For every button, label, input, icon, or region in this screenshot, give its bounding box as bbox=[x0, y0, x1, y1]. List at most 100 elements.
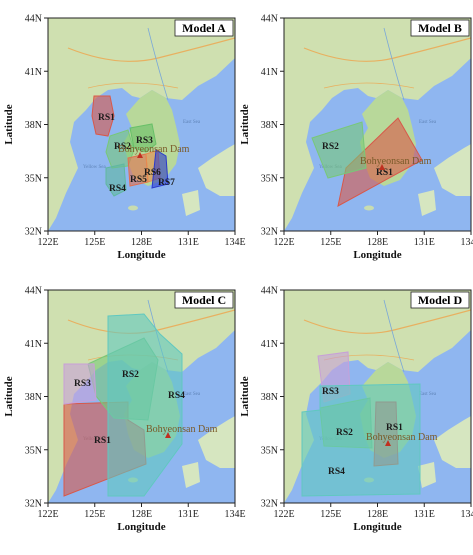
x-tick-label: 128E bbox=[367, 237, 388, 248]
zone-label-rs6: RS6 bbox=[144, 168, 161, 178]
y-tick-label: 35N bbox=[261, 445, 278, 456]
x-tick-label: 122E bbox=[37, 509, 58, 520]
map-panel-d: RS1 RS2 RS3 RS4 Bohyeonsan Dam Model D 122E 125… bbox=[239, 286, 473, 534]
y-tick-label: 32N bbox=[261, 227, 278, 238]
x-tick-label: 131E bbox=[414, 509, 435, 520]
zone-label-rs2: RS2 bbox=[122, 370, 139, 380]
y-tick-label: 44N bbox=[25, 286, 42, 297]
title-box bbox=[174, 19, 234, 37]
x-tick-label: 131E bbox=[178, 509, 199, 520]
panel-title: Model D bbox=[418, 293, 463, 307]
x-axis-label: Longitude bbox=[353, 249, 401, 261]
zone-rs1 bbox=[91, 95, 115, 137]
y-tick-label: 44N bbox=[261, 286, 278, 297]
x-tick-label: 128E bbox=[131, 509, 152, 520]
y-tick-label: 38N bbox=[261, 392, 278, 403]
y-tick-label: 44N bbox=[261, 14, 278, 25]
map-area: RS1 RS2 RS3 RS4 Bohyeonsan Dam bbox=[284, 290, 471, 503]
zone-label-rs1: RS1 bbox=[386, 423, 403, 433]
zone-rs4 bbox=[107, 313, 183, 497]
zone-label-rs1: RS1 bbox=[376, 168, 393, 178]
x-axis-label: Longitude bbox=[117, 521, 165, 533]
zone-rs1 bbox=[337, 117, 423, 207]
zone-rs2 bbox=[311, 121, 367, 179]
x-axis-label: Longitude bbox=[117, 249, 165, 261]
y-tick-label: 41N bbox=[261, 67, 278, 78]
y-tick-label: 41N bbox=[261, 339, 278, 350]
x-axis-label: Longitude bbox=[353, 521, 401, 533]
map-panel-b: RS1 RS2 Bohyeonsan Dam Model B 122E 125E 128E 1… bbox=[239, 14, 473, 262]
y-tick-label: 32N bbox=[25, 227, 42, 238]
zone-label-rs1: RS1 bbox=[94, 436, 111, 446]
title-box bbox=[174, 291, 234, 309]
x-tick-label: 122E bbox=[273, 509, 294, 520]
y-tick-label: 35N bbox=[261, 173, 278, 184]
y-tick-label: 32N bbox=[25, 499, 42, 510]
title-box bbox=[410, 19, 470, 37]
map-area: RS1 RS2 Bohyeonsan Dam bbox=[284, 18, 471, 231]
zone-label-rs5: RS5 bbox=[130, 175, 147, 185]
y-axis-label: Latitude bbox=[239, 376, 251, 416]
y-axis-label: Latitude bbox=[3, 376, 15, 416]
zone-rs2 bbox=[105, 129, 135, 169]
y-axis-label: Latitude bbox=[3, 104, 15, 144]
zone-label-rs1: RS1 bbox=[98, 113, 115, 123]
x-tick-label: 134E bbox=[224, 509, 245, 520]
y-tick-label: 38N bbox=[25, 120, 42, 131]
zone-label-rs4: RS4 bbox=[109, 184, 126, 194]
x-tick-label: 125E bbox=[320, 509, 341, 520]
y-tick-label: 32N bbox=[261, 499, 278, 510]
panel-title: Model B bbox=[418, 21, 462, 35]
zone-label-rs4: RS4 bbox=[168, 391, 185, 401]
x-tick-label: 125E bbox=[320, 237, 341, 248]
zone-rs3 bbox=[129, 123, 157, 153]
basemap-image bbox=[48, 18, 235, 231]
zone-rs3 bbox=[63, 363, 97, 405]
dam-marker-icon bbox=[385, 440, 391, 446]
x-tick-label: 134E bbox=[460, 237, 473, 248]
dam-marker-icon bbox=[165, 432, 171, 438]
x-tick-label: 122E bbox=[273, 237, 294, 248]
y-tick-label: 35N bbox=[25, 445, 42, 456]
y-tick-label: 44N bbox=[25, 14, 42, 25]
dam-marker-icon bbox=[379, 164, 385, 170]
x-tick-label: 131E bbox=[414, 237, 435, 248]
zone-label-rs2: RS2 bbox=[336, 428, 353, 438]
zone-label-rs4: RS4 bbox=[328, 467, 345, 477]
map-panel-c: RS1 RS2 RS3 RS4 Bohyeonsan Dam Model C 122E 125… bbox=[3, 286, 246, 534]
zone-rs4 bbox=[301, 383, 421, 497]
x-tick-label: 122E bbox=[37, 237, 58, 248]
dam-label: Bohyeonsan Dam bbox=[118, 144, 190, 155]
zone-label-rs3: RS3 bbox=[74, 379, 91, 389]
y-tick-label: 41N bbox=[25, 339, 42, 350]
y-tick-label: 38N bbox=[25, 392, 42, 403]
x-tick-label: 134E bbox=[460, 509, 473, 520]
dam-label: Bohyeonsan Dam bbox=[146, 424, 218, 435]
basemap-image bbox=[284, 18, 471, 231]
x-tick-label: 128E bbox=[367, 509, 388, 520]
zone-label-rs7: RS7 bbox=[158, 178, 175, 188]
x-tick-label: 125E bbox=[84, 237, 105, 248]
dam-label: Bohyeonsan Dam bbox=[366, 432, 438, 443]
x-tick-label: 128E bbox=[131, 237, 152, 248]
y-tick-label: 41N bbox=[25, 67, 42, 78]
x-tick-label: 125E bbox=[84, 509, 105, 520]
y-tick-label: 35N bbox=[25, 173, 42, 184]
zone-label-rs2: RS2 bbox=[322, 142, 339, 152]
zone-rs7 bbox=[151, 149, 169, 189]
panel-title: Model C bbox=[182, 293, 226, 307]
dam-marker-icon bbox=[137, 152, 143, 158]
x-tick-label: 134E bbox=[224, 237, 245, 248]
zone-label-rs2: RS2 bbox=[114, 142, 131, 152]
zone-label-rs3: RS3 bbox=[322, 387, 339, 397]
y-axis-label: Latitude bbox=[239, 104, 251, 144]
x-tick-label: 131E bbox=[178, 237, 199, 248]
dam-label: Bohyeonsan Dam bbox=[360, 156, 432, 167]
map-area: RS1 RS2 RS3 RS4 Bohyeonsan Dam bbox=[48, 290, 235, 503]
y-tick-label: 38N bbox=[261, 120, 278, 131]
zone-label-rs3: RS3 bbox=[136, 136, 153, 146]
title-box bbox=[410, 291, 470, 309]
